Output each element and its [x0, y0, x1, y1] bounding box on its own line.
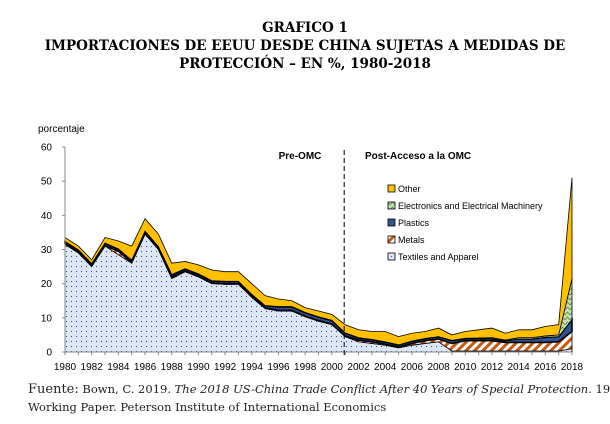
legend-label: Metals — [398, 235, 425, 245]
x-tick-label: 1992 — [214, 362, 237, 373]
legend-swatch — [387, 218, 396, 227]
legend-swatch — [387, 252, 396, 261]
legend-label: Electronics and Electrical Machinery — [398, 201, 543, 211]
annotation-pre-omc: Pre-OMC — [279, 151, 322, 162]
chart-title-line1: GRAFICO 1 — [262, 20, 348, 36]
source-number: 19-7 — [595, 382, 610, 396]
x-tick-label: 1994 — [241, 362, 264, 373]
x-tick-label: 2016 — [534, 362, 557, 373]
y-tick-label: 10 — [41, 313, 53, 324]
x-tick-label: 1982 — [81, 362, 104, 373]
source-text: Bown, C. 2019. — [82, 382, 175, 396]
legend-swatch — [387, 201, 396, 210]
x-tick-label: 2008 — [427, 362, 450, 373]
y-tick-label: 20 — [41, 279, 53, 290]
x-tick-label: 1980 — [54, 362, 77, 373]
y-tick-label: 40 — [41, 211, 53, 222]
x-tick-label: 2006 — [401, 362, 424, 373]
legend-swatch — [387, 235, 396, 244]
source-line2: Working Paper. Peterson Institute of Int… — [28, 400, 387, 414]
x-tick-label: 2018 — [561, 362, 584, 373]
x-tick-label: 2004 — [374, 362, 397, 373]
x-tick-label: 1986 — [134, 362, 157, 373]
x-tick-label: 2002 — [347, 362, 370, 373]
y-tick-label: 60 — [41, 143, 53, 154]
legend-swatch — [387, 184, 396, 193]
source-line1: Fuente: Bown, C. 2019. The 2018 US-China… — [28, 382, 610, 397]
legend-label: Plastics — [398, 218, 430, 228]
source-label: Fuente: — [28, 382, 79, 397]
x-tick-label: 2012 — [481, 362, 504, 373]
x-tick-label: 1990 — [187, 362, 210, 373]
x-tick-label: 1984 — [107, 362, 130, 373]
x-tick-label: 2010 — [454, 362, 477, 373]
x-tick-label: 1988 — [161, 362, 184, 373]
x-tick-label: 1996 — [267, 362, 290, 373]
chart-title-line2: IMPORTACIONES DE EEUU DESDE CHINA SUJETA… — [44, 38, 566, 54]
y-tick-label: 30 — [41, 245, 53, 256]
source-title: The 2018 US-China Trade Conflict After 4… — [174, 382, 592, 396]
y-axis-label: porcentaje — [38, 124, 85, 135]
area-other — [64, 177, 573, 346]
x-tick-label: 2000 — [321, 362, 344, 373]
y-tick-label: 0 — [46, 348, 52, 359]
annotation-post-omc: Post-Acceso a la OMC — [365, 151, 471, 162]
x-tick-label: 1998 — [294, 362, 317, 373]
legend-label: Textiles and Apparel — [398, 252, 479, 262]
legend-label: Other — [398, 184, 421, 194]
x-tick-label: 2014 — [508, 362, 531, 373]
y-tick-label: 50 — [41, 177, 53, 188]
legend: Other Electronics and Electrical Machiner… — [387, 184, 543, 262]
chart-title-line3: PROTECCIÓN – EN %, 1980-2018 — [179, 56, 431, 72]
